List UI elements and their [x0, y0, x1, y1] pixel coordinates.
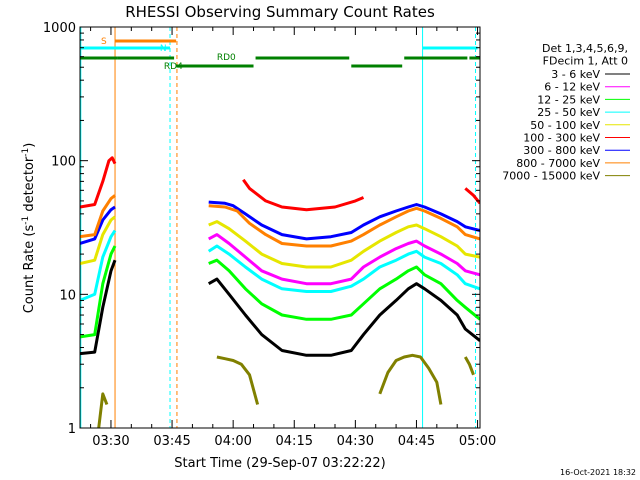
axes: 1 10 100 1000 03:30 03:45 04:00 04:15 04:30 04:45… [43, 21, 496, 449]
n-flag-label: N [160, 44, 167, 54]
series-line [80, 229, 480, 302]
legend-item-label: 50 - 100 keV [530, 119, 600, 132]
series-line [80, 215, 480, 269]
legend-item-label: 25 - 50 keV [537, 106, 600, 119]
legend: Det 1,3,4,5,6,9,FDecim 1, Att 03 - 6 keV… [502, 42, 630, 183]
legend-item-label: 100 - 300 keV [523, 132, 600, 145]
legend-item-label: 3 - 6 keV [551, 68, 600, 81]
x-tick-label: 04:15 [276, 434, 313, 449]
s-flag-label: S [101, 37, 107, 47]
series-line [80, 200, 480, 245]
chart-title: RHESSI Observing Summary Count Rates [125, 3, 435, 21]
series-line [208, 233, 480, 286]
x-tick-label: 03:45 [153, 434, 190, 449]
y-tick-label: 1000 [43, 21, 76, 36]
rd4-label: RD4 [164, 62, 183, 72]
legend-item-label: 6 - 12 keV [544, 81, 600, 94]
x-axis-label: Start Time (29-Sep-07 03:22:22) [174, 456, 385, 471]
legend-item-label: 12 - 25 keV [537, 93, 600, 106]
footer-date: 16-Oct-2021 18:32 [560, 468, 636, 477]
y-axis-label: Count Rate (s-1 detector-1) [21, 143, 37, 314]
legend-item-label: 300 - 800 keV [523, 144, 600, 157]
y-tick-label: 10 [59, 288, 76, 303]
x-tick-label: 04:45 [398, 434, 435, 449]
series-line [80, 259, 480, 357]
series-line [80, 156, 480, 212]
rd0-label: RD0 [217, 53, 236, 63]
x-tick-label: 04:00 [214, 434, 251, 449]
legend-header: FDecim 1, Att 0 [543, 55, 628, 68]
legend-header: Det 1,3,4,5,6,9, [542, 42, 628, 55]
x-tick-label: 03:30 [92, 434, 129, 449]
y-tick-label: 1 [68, 422, 76, 437]
x-tick-label: 04:30 [337, 434, 374, 449]
series-line [97, 353, 475, 428]
legend-item-label: 800 - 7000 keV [516, 157, 600, 170]
plot-area: S N RD0 RD4 [80, 27, 480, 428]
y-tick-label: 100 [51, 155, 76, 170]
legend-item-label: 7000 - 15000 keV [502, 170, 600, 183]
series-line [80, 245, 480, 339]
plot-clip [80, 27, 480, 428]
series-line [80, 194, 480, 248]
plot-frame [79, 26, 481, 429]
x-tick-label: 05:00 [459, 434, 496, 449]
